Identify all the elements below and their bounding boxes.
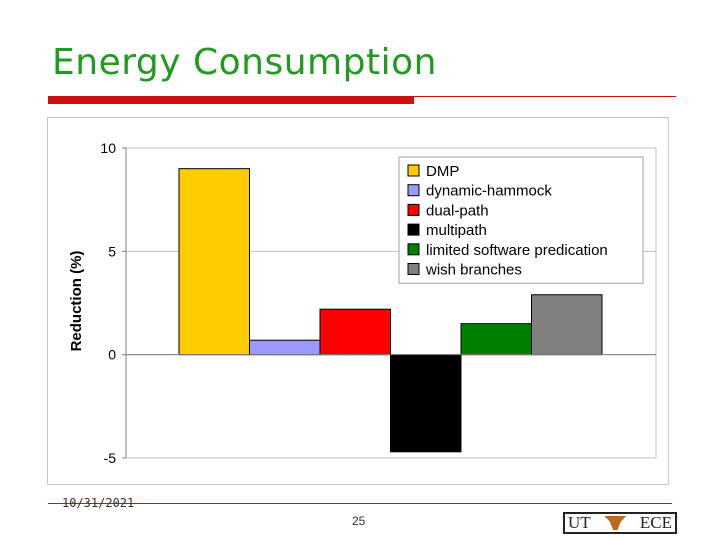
title-accent-bar [48,96,414,104]
y-axis-label: Reduction (%) [68,251,85,352]
slide-title: Energy Consumption [52,42,437,83]
y-axis: 10 5 0 -5 [100,140,657,466]
legend-label: dual-path [426,202,489,219]
legend-swatch [407,184,420,197]
ut-ece-logo: UT ECE [563,512,677,534]
legend: DMP dynamic-hammock dual-path multipath limi… [398,156,644,284]
legend-label: dynamic-hammock [426,183,552,200]
legend-label: multipath [426,222,487,239]
chart-frame: 10 5 0 -5 Reduction (%) DMP dynamic-hammock d… [47,117,669,485]
title-accent-line [414,96,676,97]
legend-swatch [407,243,420,256]
legend-label: limited software predication [426,242,608,259]
page-number: 25 [352,514,366,528]
bar-wish-branches [531,294,603,356]
y-tick-label: 0 [108,347,116,363]
bar-dmp [178,168,250,356]
footer-divider [48,503,672,504]
bar-dual-path [319,308,391,356]
legend-label: wish branches [425,262,522,279]
legend-swatch [407,164,420,177]
bar-dynamic-hammock [249,339,321,356]
y-tick-label: -5 [104,450,117,466]
logo-text-right: ECE [639,513,672,532]
y-tick-label: 10 [100,140,116,156]
bar-limited-software-predication [460,323,532,356]
bars-layer [126,168,656,453]
legend-swatch [407,263,420,275]
legend-swatch [407,223,420,236]
legend-swatch [407,203,420,216]
bar-multipath [390,354,462,453]
legend-box [398,156,644,284]
legend-label: DMP [426,163,459,180]
footer-date: 10/31/2021 [62,496,135,510]
logo-text-left: UT [568,513,591,532]
longhorn-icon [604,516,627,530]
y-tick-label: 5 [108,243,116,259]
bar-chart: 10 5 0 -5 Reduction (%) DMP dynamic-hammock d… [68,140,657,466]
